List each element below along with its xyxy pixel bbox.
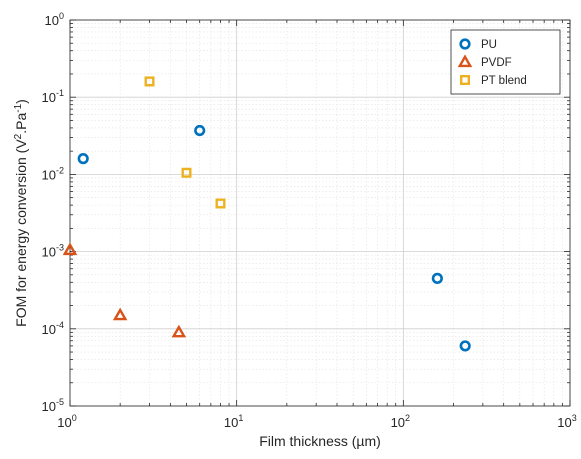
x-tick-label: 102	[391, 413, 410, 430]
series-pu	[77, 124, 471, 352]
legend-label: PT blend	[481, 75, 527, 87]
legend-label: PU	[481, 39, 497, 51]
y-tick-label: 10-3	[42, 243, 64, 260]
legend-marker	[457, 54, 473, 68]
data-point	[62, 242, 78, 256]
axes-box	[69, 19, 571, 407]
data-point	[431, 272, 443, 284]
legend: PU PVDF PT blend	[450, 29, 561, 95]
series-pt-blend	[144, 76, 226, 209]
legend-marker	[460, 74, 471, 85]
x-tick-label: 100	[57, 413, 76, 430]
x-tick-label: 103	[557, 413, 576, 430]
y-tick-label: 10-4	[42, 320, 64, 337]
data-point	[144, 76, 155, 87]
data-point	[459, 340, 471, 352]
legend-marker	[459, 38, 471, 50]
y-tick-label: 10-2	[42, 165, 64, 182]
legend-label: PVDF	[481, 57, 512, 69]
y-tick-label: 10-5	[42, 397, 64, 414]
x-tick-label: 101	[224, 413, 243, 430]
data-point	[112, 307, 128, 321]
data-point	[77, 153, 89, 165]
axes: 100 101 102 103 10-5 10-4 10-3 10-2 10-1 100	[42, 11, 577, 430]
y-axis-label: FOM for energy conversion (V2.Pa-1)	[13, 99, 29, 327]
data-point	[194, 124, 206, 137]
y-tick-label: 100	[45, 11, 64, 28]
x-axis-label: Film thickness (µm)	[259, 433, 381, 449]
data-point	[215, 198, 226, 209]
data-point	[181, 167, 192, 178]
y-tick-label: 10-1	[42, 88, 64, 105]
data-series	[62, 76, 471, 352]
series-pvdf	[62, 242, 187, 338]
axis-labels: Film thickness (µm) FOM for energy conver…	[13, 99, 381, 449]
data-point	[171, 324, 187, 338]
